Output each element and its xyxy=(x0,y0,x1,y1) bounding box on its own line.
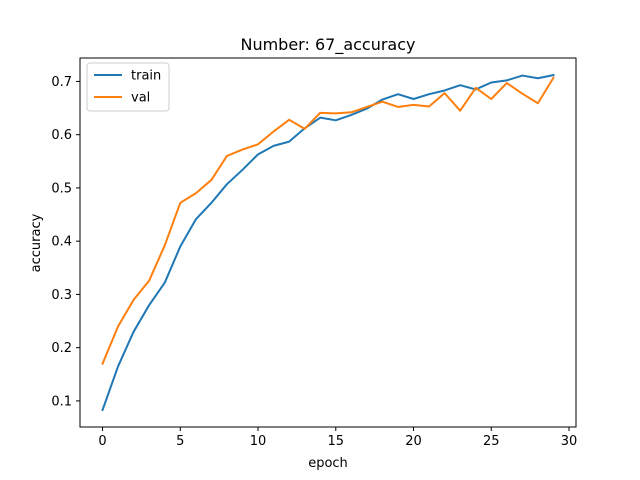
x-tick-label: 20 xyxy=(405,434,422,449)
y-tick-label: 0.3 xyxy=(51,288,72,303)
legend-label-train: train xyxy=(131,69,161,84)
series-line-val xyxy=(101,76,555,365)
legend: train val xyxy=(86,62,170,112)
axes-frame xyxy=(79,57,577,428)
x-axis-label: epoch xyxy=(308,456,348,471)
x-tick-label: 10 xyxy=(250,434,267,449)
x-tick-label: 30 xyxy=(561,434,578,449)
y-tick-label: 0.7 xyxy=(51,75,72,90)
y-axis-label: accuracy xyxy=(29,213,44,272)
y-tick-label: 0.1 xyxy=(51,394,72,409)
y-tick-label: 0.4 xyxy=(51,235,72,250)
legend-label-val: val xyxy=(131,91,150,106)
plot-area: 0 5 10 15 20 25 30 0.1 0.2 0.3 0.4 0.5 0.6 0.7 xyxy=(51,57,578,449)
x-tick-label: 15 xyxy=(328,434,345,449)
x-tick-label: 0 xyxy=(98,434,106,449)
series-line-train xyxy=(101,73,555,412)
y-tick-label: 0.5 xyxy=(51,181,72,196)
x-tick-label: 5 xyxy=(176,434,184,449)
y-tick-label: 0.6 xyxy=(51,128,72,143)
y-tick-label: 0.2 xyxy=(51,341,72,356)
chart-title: Number: 67_accuracy xyxy=(240,35,415,55)
x-tick-label: 25 xyxy=(483,434,500,449)
